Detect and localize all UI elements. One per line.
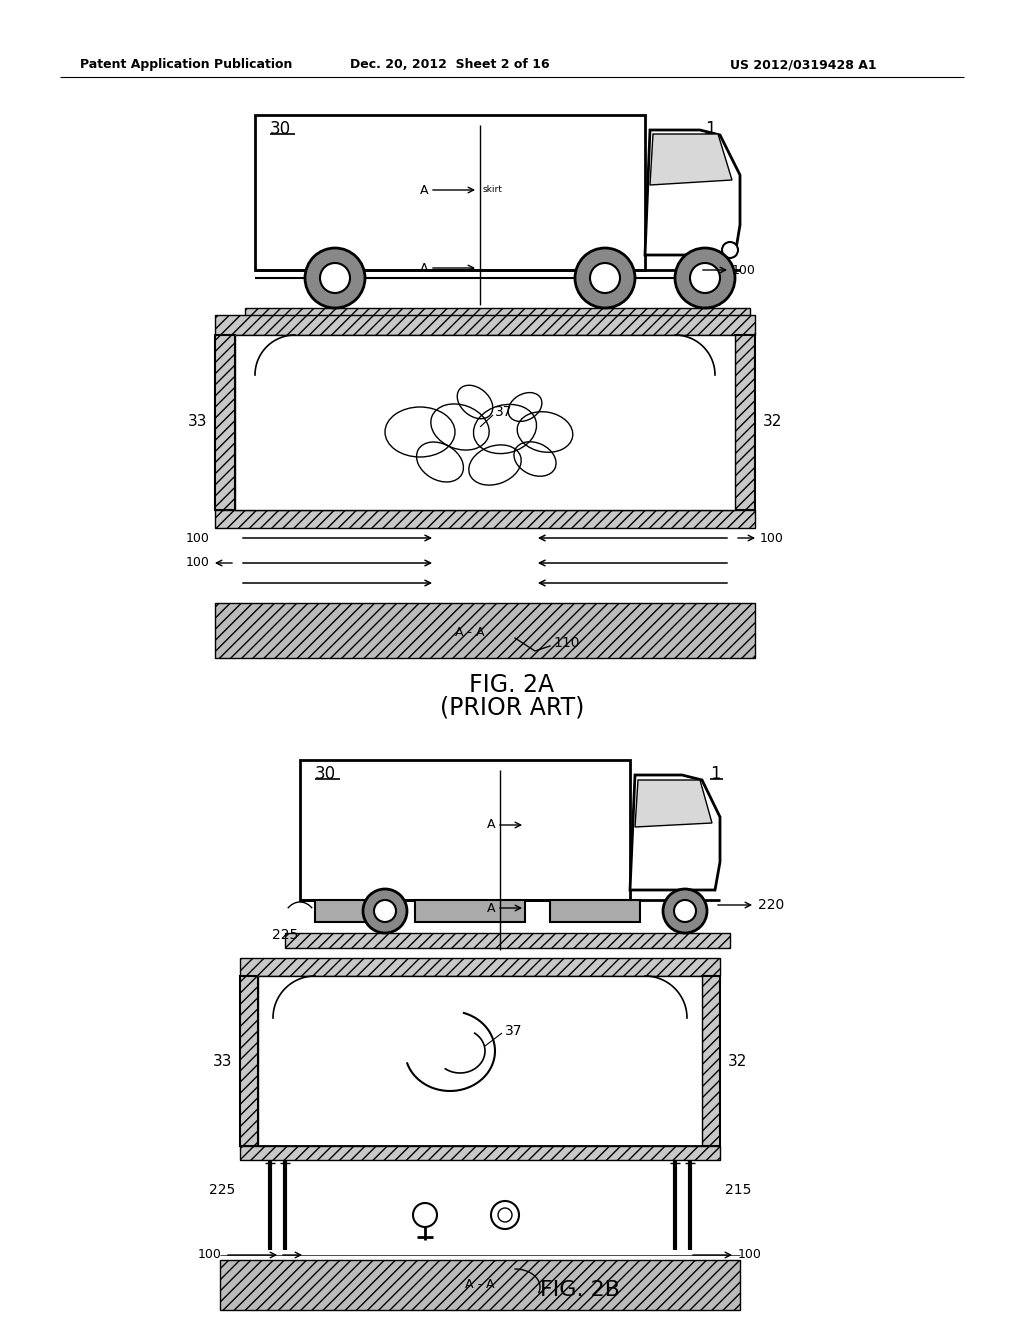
Bar [240,975,258,1146]
Bar [215,315,755,335]
Circle shape [362,888,407,933]
Bar [220,1261,740,1309]
Polygon shape [650,135,732,185]
Text: (PRIOR ART): (PRIOR ART) [440,696,584,719]
Text: 100: 100 [198,1249,222,1262]
Circle shape [575,248,635,308]
Text: A - A: A - A [465,1279,495,1291]
Circle shape [305,248,365,308]
Circle shape [722,242,738,257]
Bar [300,760,630,900]
Bar [550,900,640,921]
Text: A: A [420,261,428,275]
Bar [255,115,645,271]
Bar [240,1146,720,1160]
Text: 37: 37 [505,1024,522,1038]
Bar [215,335,234,510]
Text: 30: 30 [270,120,291,139]
Text: 100: 100 [760,532,784,544]
Circle shape [490,1201,519,1229]
Text: 1: 1 [705,120,716,139]
Text: A - A: A - A [456,627,484,639]
Text: A: A [486,818,495,832]
Circle shape [374,900,396,921]
Circle shape [690,263,720,293]
Text: 215: 215 [725,1183,752,1197]
Text: 32: 32 [763,414,782,429]
Circle shape [590,263,620,293]
Text: 100: 100 [186,532,210,544]
Bar [258,975,702,1146]
Text: A: A [486,902,495,915]
Polygon shape [645,129,740,255]
Bar [215,603,755,657]
Text: 32: 32 [728,1053,748,1068]
Text: Patent Application Publication: Patent Application Publication [80,58,293,71]
Text: FIG. 2B: FIG. 2B [540,1280,620,1300]
Circle shape [413,1203,437,1228]
Text: 220: 220 [758,898,784,912]
Bar [735,335,755,510]
Text: 110: 110 [553,636,580,649]
Bar [702,975,720,1146]
Text: 37: 37 [495,405,512,418]
Polygon shape [635,780,712,828]
Bar [234,335,735,510]
Circle shape [498,1208,512,1222]
Text: 30: 30 [315,766,336,783]
Circle shape [663,888,707,933]
Text: skirt: skirt [483,186,503,194]
Text: 33: 33 [187,414,207,429]
Bar [285,933,730,948]
Text: 100: 100 [186,557,210,569]
Circle shape [319,263,350,293]
Bar [315,900,400,921]
Text: 225: 225 [271,928,298,942]
Bar [215,510,755,528]
Text: Dec. 20, 2012  Sheet 2 of 16: Dec. 20, 2012 Sheet 2 of 16 [350,58,550,71]
Bar [415,900,525,921]
Text: 100: 100 [738,1249,762,1262]
Polygon shape [630,775,720,890]
Text: US 2012/0319428 A1: US 2012/0319428 A1 [730,58,877,71]
Text: 225: 225 [209,1183,234,1197]
Text: 1: 1 [710,766,721,783]
Circle shape [675,248,735,308]
Text: A: A [420,183,428,197]
Bar [240,958,720,975]
Text: 33: 33 [213,1053,232,1068]
Bar [245,308,750,326]
Text: 100: 100 [732,264,756,276]
Text: FIG. 2A: FIG. 2A [469,673,555,697]
Circle shape [674,900,696,921]
